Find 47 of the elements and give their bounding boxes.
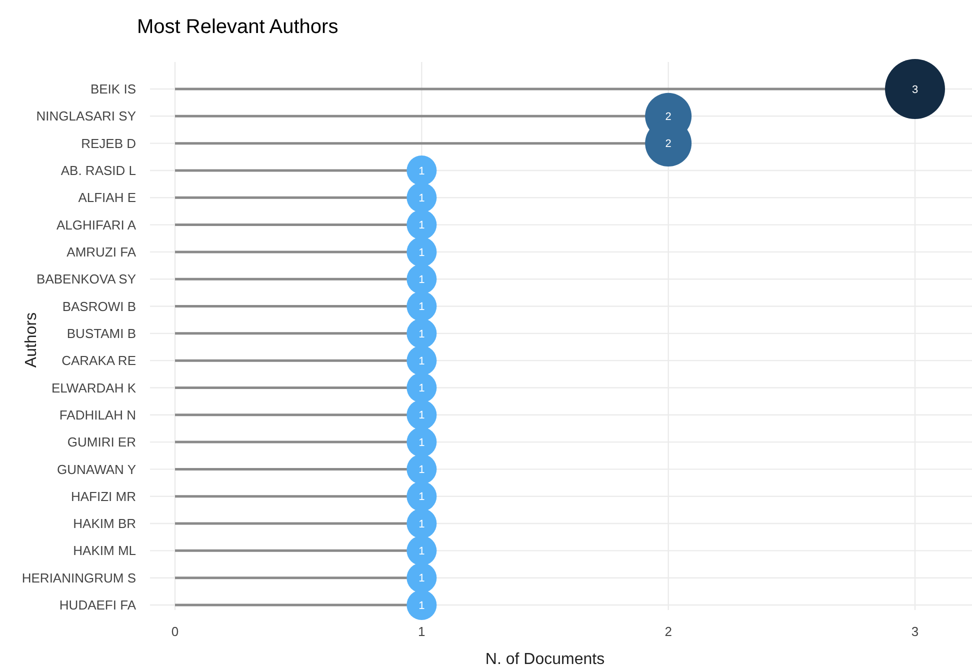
y-tick-label: REJEB D [81, 136, 136, 151]
chart-title: Most Relevant Authors [137, 16, 338, 38]
data-label: 1 [418, 518, 425, 530]
data-label: 1 [418, 328, 425, 340]
y-tick-label: BABENKOVA SY [36, 272, 136, 287]
y-tick-label: HAKIM BR [73, 516, 136, 532]
data-label: 1 [418, 572, 425, 585]
data-label: 1 [418, 355, 425, 368]
x-axis-title: N. of Documents [485, 651, 605, 668]
data-label: 1 [418, 165, 425, 178]
data-label: 1 [418, 246, 425, 259]
data-label: 1 [418, 220, 425, 232]
x-tick-label: 0 [171, 624, 179, 639]
y-tick-label: BEIK IS [90, 82, 136, 97]
y-tick-label: GUMIRI ER [67, 434, 136, 450]
y-tick-label: GUNAWAN Y [57, 462, 136, 477]
data-label: 2 [665, 138, 672, 150]
y-tick-label: HAKIM ML [73, 543, 136, 558]
y-tick-label: HERIANINGRUM S [22, 570, 136, 586]
y-tick-label: AMRUZI FA [66, 244, 136, 260]
data-label: 1 [418, 410, 425, 422]
y-tick-label: ALFIAH E [78, 190, 136, 206]
x-tick-label: 3 [911, 624, 919, 639]
y-tick-label: AB. RASID L [60, 163, 136, 178]
data-label: 1 [418, 491, 425, 504]
y-tick-label: NINGLASARI SY [36, 108, 136, 124]
y-tick-label: HAFIZI MR [71, 488, 136, 504]
y-axis-title: Authors [23, 312, 40, 368]
data-label: 1 [418, 600, 425, 612]
data-label: 3 [912, 84, 918, 96]
data-label: 1 [418, 546, 425, 558]
y-tick-label: ELWARDAH K [51, 380, 136, 396]
data-label: 1 [418, 192, 425, 204]
data-label: 1 [418, 301, 425, 314]
y-tick-label: BUSTAMI B [66, 326, 136, 341]
y-tick-label: FADHILAH N [59, 407, 136, 422]
y-tick-label: BASROWI B [62, 298, 136, 314]
y-tick-label: ALGHIFARI A [56, 217, 136, 232]
data-label: 1 [418, 274, 425, 286]
y-tick-label: HUDAEFI FA [59, 598, 136, 613]
data-label: 1 [418, 464, 425, 476]
data-label: 1 [418, 436, 425, 449]
x-tick-label: 1 [418, 624, 426, 639]
y-tick-label: CARAKA RE [62, 353, 136, 368]
data-label: 2 [665, 111, 672, 124]
x-tick-label: 2 [664, 624, 672, 639]
data-label: 1 [418, 382, 425, 395]
